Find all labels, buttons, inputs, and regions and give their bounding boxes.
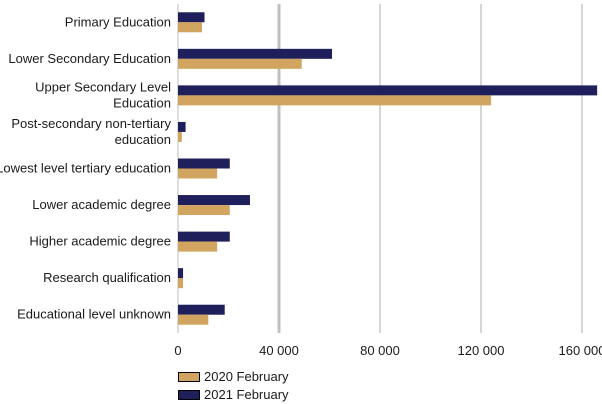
- chart-legend: 2020 February 2021 February: [178, 368, 289, 404]
- bar-2021-february: [178, 305, 225, 315]
- bar-2021-february: [178, 122, 186, 132]
- legend-item-2020: 2020 February: [178, 368, 289, 385]
- legend-label-2021: 2021 February: [204, 387, 289, 402]
- legend-swatch-2020: [178, 372, 200, 382]
- bar-2020-february: [178, 95, 491, 105]
- bar-2020-february: [178, 315, 208, 325]
- category-label: Lower Secondary Education: [8, 51, 171, 66]
- bar-2020-february: [178, 169, 217, 179]
- x-tick-label: 160 000: [559, 343, 602, 358]
- category-label: Lower academic degree: [32, 197, 171, 212]
- category-label: Educational level unknown: [17, 307, 171, 322]
- x-tick-label: 0: [174, 343, 181, 358]
- bar-2021-february: [178, 195, 250, 205]
- bar-2021-february: [178, 268, 183, 278]
- bar-2021-february: [178, 85, 597, 95]
- legend-swatch-2021: [178, 390, 200, 400]
- bar-2020-february: [178, 278, 183, 288]
- category-label: Higher academic degree: [29, 234, 171, 249]
- bar-2021-february: [178, 12, 205, 22]
- bar-2021-february: [178, 159, 230, 169]
- bar-2020-february: [178, 59, 302, 69]
- x-tick-label: 120 000: [458, 343, 505, 358]
- bar-2020-february: [178, 242, 217, 252]
- bar-2021-february: [178, 49, 332, 59]
- x-tick-label: 40 000: [259, 343, 299, 358]
- x-tick-label: 80 000: [360, 343, 400, 358]
- category-label: Primary Education: [65, 14, 171, 29]
- bar-2020-february: [178, 132, 182, 142]
- legend-label-2020: 2020 February: [204, 369, 289, 384]
- bar-2020-february: [178, 22, 202, 32]
- category-label: Lowest level tertiary education: [0, 161, 171, 176]
- legend-item-2021: 2021 February: [178, 386, 289, 403]
- bar-2020-february: [178, 205, 230, 215]
- bar-2021-february: [178, 232, 230, 242]
- category-label: Research qualification: [43, 270, 171, 285]
